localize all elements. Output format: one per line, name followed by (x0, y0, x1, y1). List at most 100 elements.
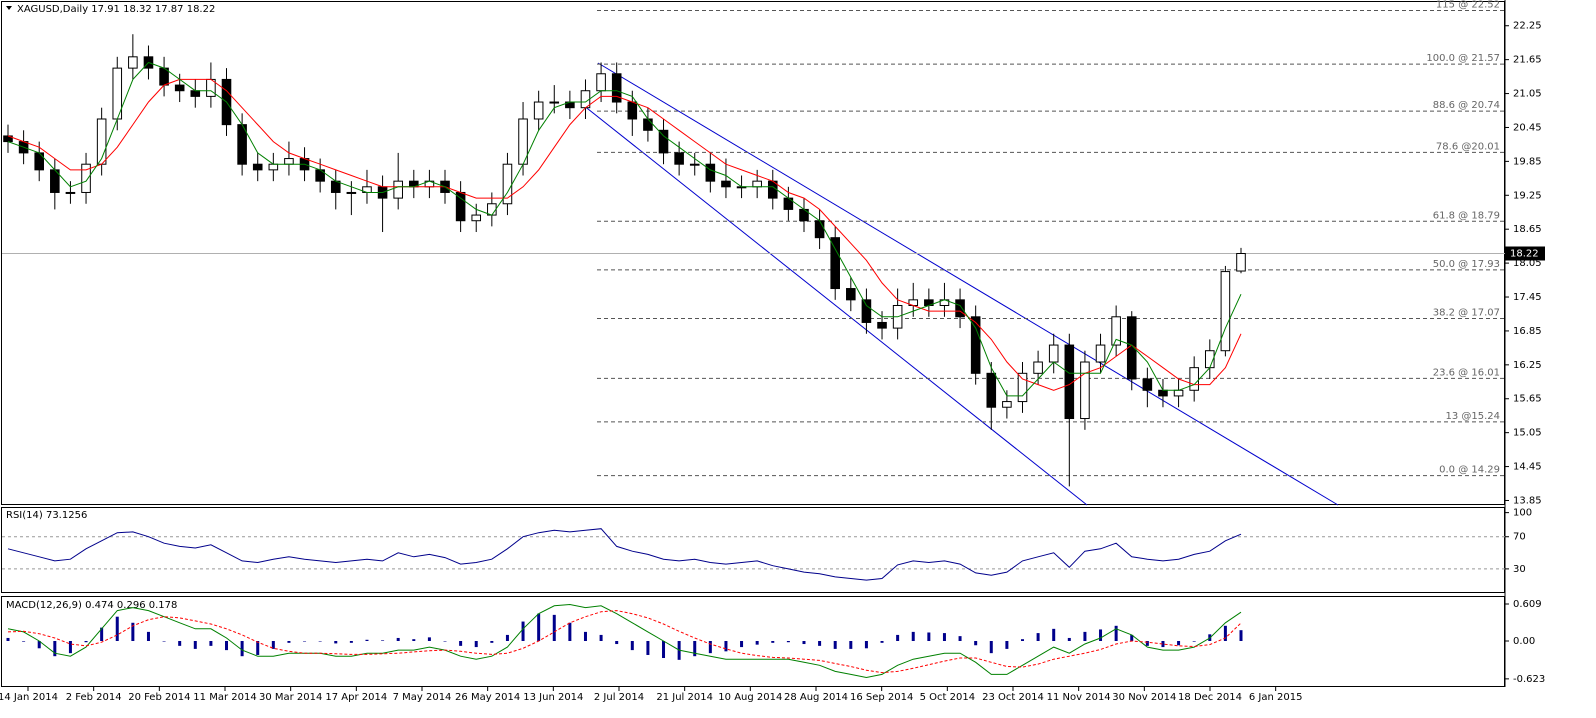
last-price-label: 18.22 (1510, 249, 1539, 260)
macd-bar (1005, 640, 1009, 649)
candle-body (877, 321, 887, 329)
macd-bar (1239, 630, 1243, 641)
candle-body (1189, 367, 1199, 391)
rsi-line (7, 528, 1242, 581)
candle-body (190, 90, 201, 97)
x-tick-label: 10 Aug 2014 (718, 692, 782, 703)
candle-body (252, 163, 263, 171)
macd-bar (131, 622, 135, 641)
fib-label: 61.8 @ 18.79 (1433, 210, 1500, 221)
candle-body (174, 84, 185, 92)
x-tick-label: 28 Aug 2014 (784, 692, 848, 703)
macd-bar (974, 640, 978, 646)
candle-body (1236, 253, 1246, 272)
x-tick-label: 11 Nov 2014 (1047, 692, 1111, 703)
macd-bar (786, 640, 790, 643)
candle-body (1142, 378, 1153, 391)
macd-bar (318, 640, 322, 642)
macd-bar (209, 640, 213, 646)
macd-bar (630, 640, 634, 651)
macd-bar (1145, 640, 1149, 646)
macd-bar (615, 640, 619, 645)
x-tick-label: 30 Nov 2014 (1112, 692, 1176, 703)
candle-body (471, 214, 482, 222)
candle-body (1095, 344, 1106, 363)
macd-bar (459, 640, 463, 646)
macd-bar (942, 633, 946, 641)
macd-bar (68, 640, 72, 654)
candle-body (487, 203, 497, 216)
macd-bar (365, 639, 369, 641)
macd-bar (1020, 639, 1024, 641)
y-tick-label: 14.45 (1513, 462, 1542, 473)
macd-bar (1099, 629, 1103, 641)
macd-bar (334, 640, 338, 644)
rsi-title: RSI(14) 73.1256 (6, 510, 87, 521)
macd-bar (552, 614, 556, 641)
y-tick-label: 100 (1513, 508, 1532, 519)
macd-bar (724, 640, 728, 652)
fib-label: 50.0 @ 17.93 (1433, 259, 1500, 270)
macd-bar (1192, 640, 1196, 642)
y-tick-label: 13.85 (1513, 495, 1542, 506)
candle-body (1080, 361, 1090, 420)
macd-bar (662, 640, 666, 659)
macd-main (7, 603, 1242, 679)
macd-bar (303, 640, 307, 642)
candle-body (970, 316, 981, 374)
y-tick-label: 16.85 (1513, 326, 1542, 337)
candle-body (1002, 401, 1012, 408)
candle-body (627, 101, 638, 120)
y-tick-label: 20.45 (1513, 122, 1542, 133)
fib-label: 38.2 @ 17.07 (1433, 307, 1500, 318)
x-tick-label: 13 Jun 2014 (523, 692, 583, 703)
macd-bar (37, 640, 41, 649)
candle-body (455, 191, 466, 222)
candle-body (846, 288, 856, 301)
y-tick-label: 22.25 (1513, 21, 1542, 32)
candle-body (1033, 361, 1043, 374)
macd-bar (802, 640, 806, 645)
macd-bar (349, 640, 353, 643)
candle-body (268, 163, 279, 171)
x-tick-label: 2 Feb 2014 (66, 692, 122, 703)
macd-bar (505, 634, 509, 641)
y-tick-label: 17.45 (1513, 292, 1542, 303)
chart-title: XAGUSD,Daily 17.91 18.32 17.87 18.22 (17, 4, 215, 15)
candle-body (284, 158, 294, 165)
macd-bar (287, 640, 291, 643)
macd-bar (412, 639, 416, 641)
macd-bar (864, 640, 868, 649)
candle-body (330, 180, 341, 193)
macd-title: MACD(12,26,9) 0.474 0.296 0.178 (6, 600, 177, 611)
candle-body (1048, 344, 1059, 363)
macd-bar (490, 640, 494, 643)
x-tick-label: 16 Sep 2014 (850, 692, 913, 703)
macd-bar (178, 640, 182, 646)
candle-body (643, 118, 653, 131)
x-tick-label: 17 Apr 2014 (325, 692, 387, 703)
macd-bar (53, 640, 57, 657)
macd-bar (1223, 625, 1227, 641)
y-tick-label: 0.609 (1513, 599, 1542, 610)
macd-bar (225, 640, 229, 651)
macd-bar (849, 640, 853, 649)
fib-label: 100.0 @ 21.57 (1426, 53, 1500, 64)
macd-bar (1052, 628, 1056, 641)
macd-bar (1177, 640, 1181, 646)
macd-bar (693, 640, 697, 657)
y-tick-label: 19.85 (1513, 156, 1542, 167)
candle-body (861, 299, 872, 323)
macd-bar (100, 627, 104, 641)
candle-body (955, 299, 965, 318)
last-price-box (1505, 246, 1545, 261)
macd-signal (7, 610, 1242, 674)
y-tick-label: -0.623 (1513, 674, 1545, 685)
channel-upper (597, 62, 1339, 506)
macd-bar (162, 640, 166, 642)
macd-bar (1036, 633, 1040, 641)
y-tick-label: 21.05 (1513, 89, 1542, 100)
candle-body (814, 220, 825, 239)
candle-body (346, 191, 357, 194)
macd-bar (146, 631, 150, 641)
